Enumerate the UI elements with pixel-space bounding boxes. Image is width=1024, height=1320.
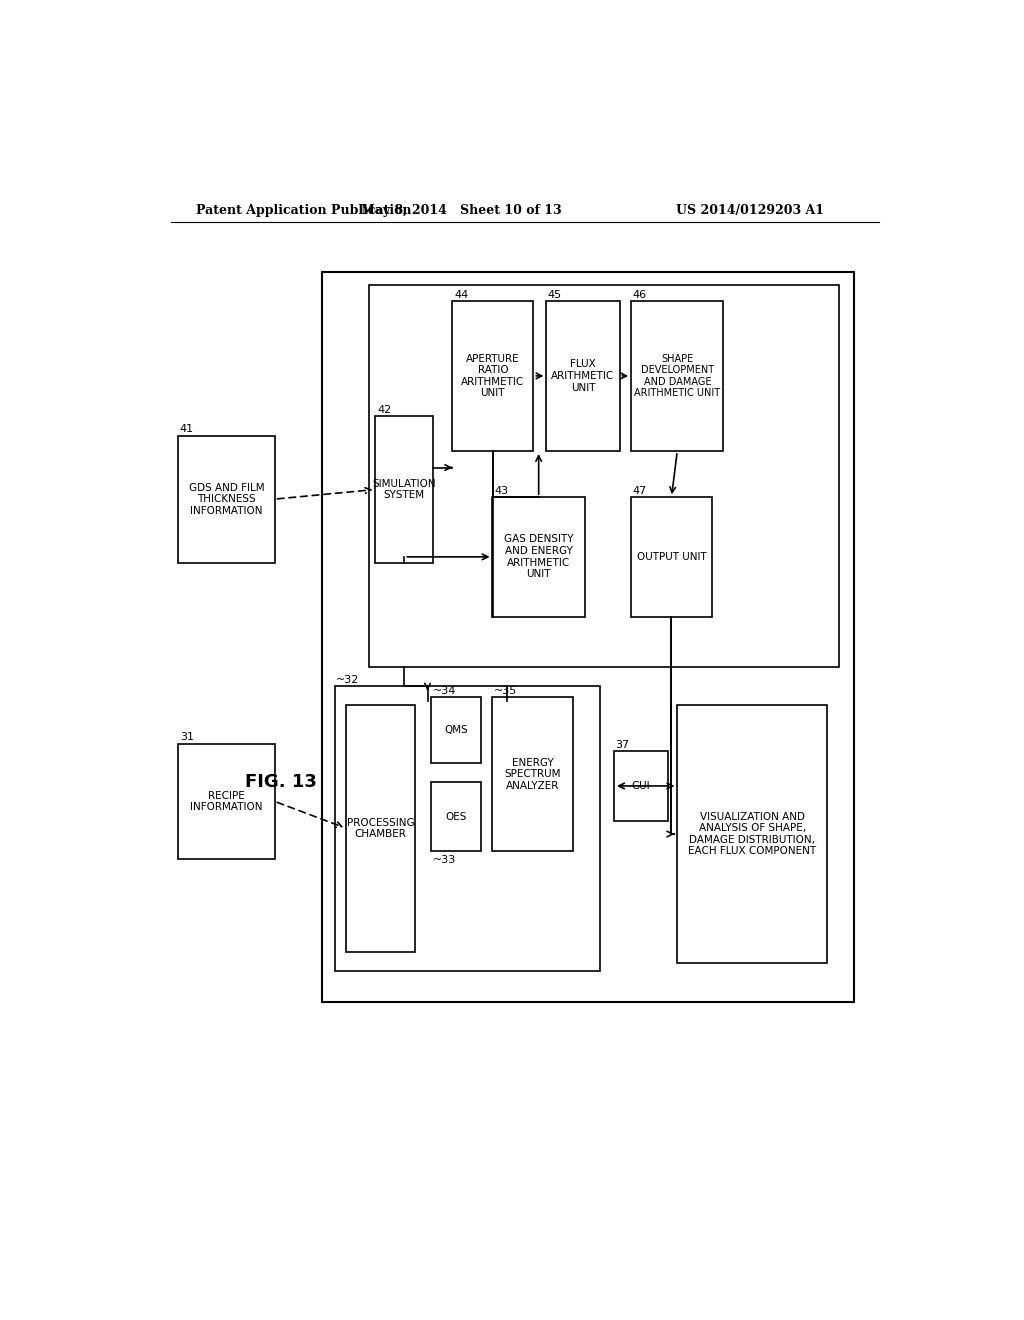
Bar [370,285,839,667]
Text: PROCESSING
CHAMBER: PROCESSING CHAMBER [347,817,415,840]
Text: ~33: ~33 [432,855,456,865]
Text: GUI: GUI [632,781,650,791]
Text: QMS: QMS [444,725,468,735]
Text: OUTPUT UNIT: OUTPUT UNIT [637,552,707,562]
Text: ~35: ~35 [494,686,517,696]
Text: US 2014/0129203 A1: US 2014/0129203 A1 [676,205,823,218]
Bar [453,301,534,451]
Text: ~34: ~34 [432,686,456,696]
Text: 43: 43 [494,486,508,496]
Text: 46: 46 [633,289,647,300]
Text: FIG. 13: FIG. 13 [245,774,316,791]
Bar [178,743,274,859]
Text: 41: 41 [180,425,194,434]
Text: GDS AND FILM
THICKNESS
INFORMATION: GDS AND FILM THICKNESS INFORMATION [188,483,264,516]
Bar [431,697,481,763]
Bar [346,705,416,952]
Bar [322,272,854,1002]
Text: ENERGY
SPECTRUM
ANALYZER: ENERGY SPECTRUM ANALYZER [505,758,561,791]
Text: ~32: ~32 [336,675,359,685]
Text: RECIPE
INFORMATION: RECIPE INFORMATION [190,791,263,812]
Bar [547,301,620,451]
Text: FLUX
ARITHMETIC
UNIT: FLUX ARITHMETIC UNIT [551,359,614,392]
Text: Patent Application Publication: Patent Application Publication [196,205,412,218]
Text: 42: 42 [377,405,391,416]
Text: 44: 44 [454,289,468,300]
Text: VISUALIZATION AND
ANALYSIS OF SHAPE,
DAMAGE DISTRIBUTION,
EACH FLUX COMPONENT: VISUALIZATION AND ANALYSIS OF SHAPE, DAM… [688,812,816,857]
Bar [677,705,827,964]
Bar [614,751,668,821]
Bar [631,498,712,616]
Bar [335,686,600,970]
Text: 37: 37 [615,741,630,750]
Bar [178,436,274,562]
Text: APERTURE
RATIO
ARITHMETIC
UNIT: APERTURE RATIO ARITHMETIC UNIT [461,354,524,399]
Text: 47: 47 [633,486,647,496]
Text: 31: 31 [180,733,194,742]
Text: OES: OES [445,812,467,822]
Bar [376,416,433,562]
Bar [493,697,573,851]
Bar [493,498,585,616]
Bar [431,781,481,851]
Text: GAS DENSITY
AND ENERGY
ARITHMETIC
UNIT: GAS DENSITY AND ENERGY ARITHMETIC UNIT [504,535,573,579]
Text: May 8, 2014   Sheet 10 of 13: May 8, 2014 Sheet 10 of 13 [361,205,562,218]
Text: 45: 45 [548,289,562,300]
Bar [631,301,724,451]
Text: SHAPE
DEVELOPMENT
AND DAMAGE
ARITHMETIC UNIT: SHAPE DEVELOPMENT AND DAMAGE ARITHMETIC … [634,354,720,399]
Text: SIMULATION
SYSTEM: SIMULATION SYSTEM [373,479,436,500]
